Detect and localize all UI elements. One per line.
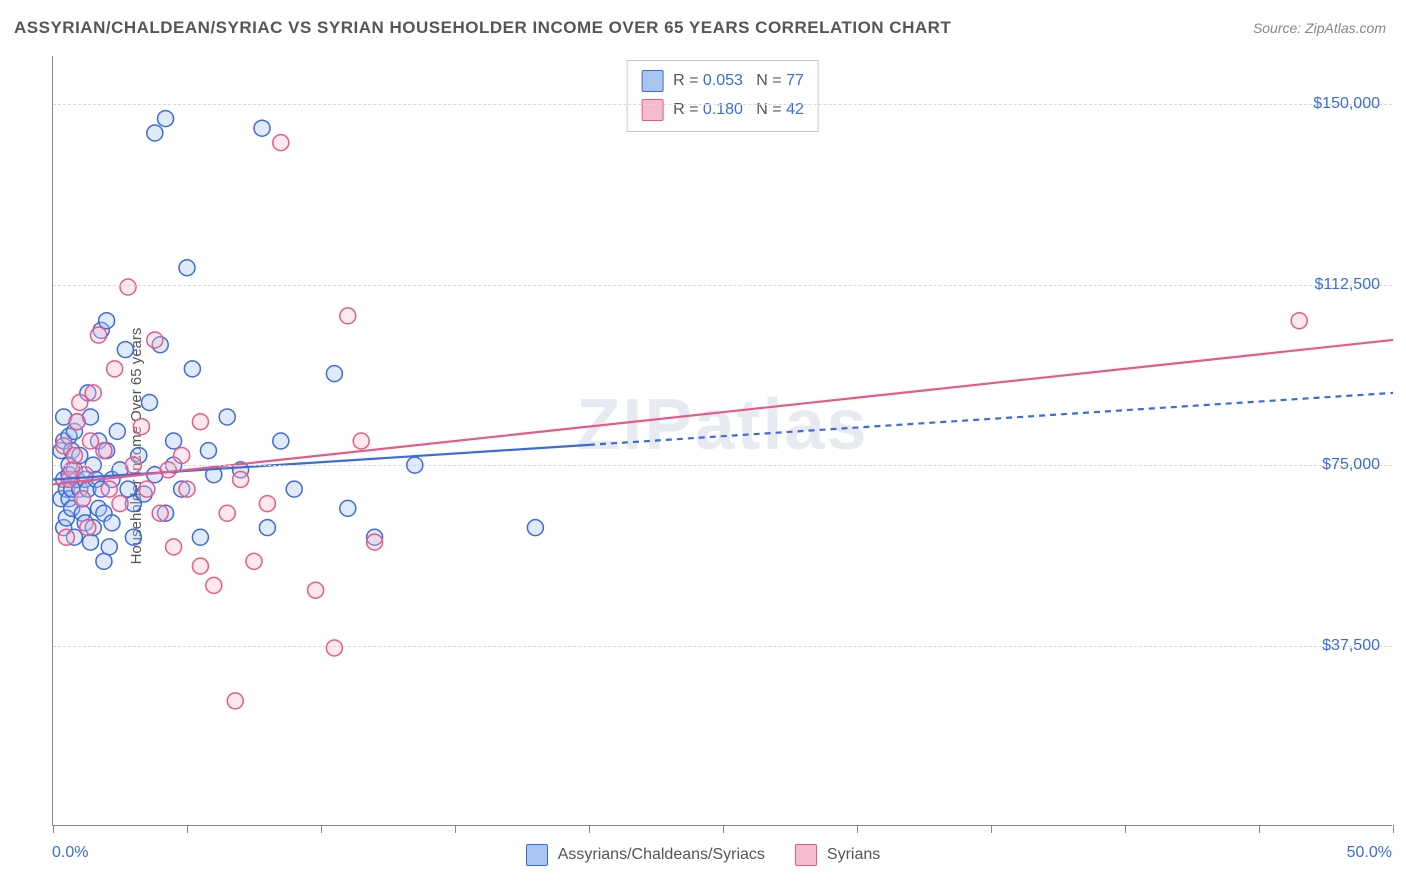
scatter-point: [80, 520, 96, 536]
scatter-point: [527, 520, 543, 536]
x-tick: [1259, 825, 1260, 833]
y-tick-label: $37,500: [1322, 637, 1380, 655]
scatter-point: [219, 409, 235, 425]
scatter-point: [206, 577, 222, 593]
scatter-point: [107, 361, 123, 377]
x-tick: [1125, 825, 1126, 833]
scatter-point: [273, 433, 289, 449]
source-label: Source: ZipAtlas.com: [1253, 20, 1386, 36]
scatter-point: [120, 279, 136, 295]
scatter-point: [83, 534, 99, 550]
scatter-point: [254, 120, 270, 136]
scatter-point: [246, 553, 262, 569]
scatter-point: [353, 433, 369, 449]
plot-svg: [53, 56, 1392, 825]
gridline: [53, 104, 1392, 105]
gridline: [53, 646, 1392, 647]
scatter-point: [85, 385, 101, 401]
scatter-point: [273, 135, 289, 151]
x-tick: [857, 825, 858, 833]
legend-series-label: Syrians: [827, 846, 880, 864]
scatter-point: [139, 481, 155, 497]
scatter-point: [1291, 313, 1307, 329]
scatter-point: [104, 515, 120, 531]
trend-line-dashed: [589, 393, 1393, 445]
trend-line-solid: [53, 340, 1393, 484]
scatter-point: [66, 447, 82, 463]
x-tick: [1393, 825, 1394, 833]
scatter-point: [91, 327, 107, 343]
scatter-point: [174, 447, 190, 463]
legend-series: Assyrians/Chaldeans/Syriacs Syrians: [0, 844, 1406, 866]
scatter-point: [192, 558, 208, 574]
scatter-point: [158, 111, 174, 127]
y-tick-label: $150,000: [1313, 95, 1380, 113]
scatter-point: [96, 443, 112, 459]
scatter-point: [184, 361, 200, 377]
scatter-point: [96, 553, 112, 569]
legend-series-item: Assyrians/Chaldeans/Syriacs: [526, 844, 765, 866]
legend-swatch: [795, 844, 817, 866]
y-tick-label: $112,500: [1314, 276, 1380, 294]
x-tick: [321, 825, 322, 833]
scatter-point: [192, 529, 208, 545]
scatter-point: [74, 491, 90, 507]
scatter-point: [101, 481, 117, 497]
y-tick-label: $75,000: [1322, 456, 1380, 474]
gridline: [53, 285, 1392, 286]
scatter-point: [227, 693, 243, 709]
scatter-point: [192, 414, 208, 430]
gridline: [53, 465, 1392, 466]
scatter-point: [101, 539, 117, 555]
chart-container: ASSYRIAN/CHALDEAN/SYRIAC VS SYRIAN HOUSE…: [0, 0, 1406, 892]
scatter-point: [340, 308, 356, 324]
x-tick: [187, 825, 188, 833]
scatter-point: [141, 395, 157, 411]
scatter-point: [125, 529, 141, 545]
scatter-point: [286, 481, 302, 497]
scatter-point: [133, 419, 149, 435]
scatter-point: [166, 433, 182, 449]
scatter-point: [179, 260, 195, 276]
scatter-point: [259, 496, 275, 512]
legend-series-label: Assyrians/Chaldeans/Syriacs: [558, 846, 765, 864]
scatter-point: [99, 313, 115, 329]
x-tick: [991, 825, 992, 833]
scatter-point: [147, 332, 163, 348]
scatter-point: [179, 481, 195, 497]
scatter-point: [367, 534, 383, 550]
scatter-point: [340, 500, 356, 516]
scatter-point: [83, 433, 99, 449]
plot-area: ZIPatlas R = 0.053 N = 77R = 0.180 N = 4…: [52, 56, 1392, 826]
scatter-point: [233, 472, 249, 488]
chart-title: ASSYRIAN/CHALDEAN/SYRIAC VS SYRIAN HOUSE…: [14, 18, 951, 38]
scatter-point: [120, 481, 136, 497]
x-tick: [589, 825, 590, 833]
scatter-point: [326, 366, 342, 382]
legend-swatch: [526, 844, 548, 866]
scatter-point: [152, 505, 168, 521]
legend-series-item: Syrians: [795, 844, 880, 866]
scatter-point: [112, 496, 128, 512]
scatter-point: [117, 342, 133, 358]
scatter-point: [326, 640, 342, 656]
x-tick: [53, 825, 54, 833]
scatter-point: [147, 125, 163, 141]
scatter-point: [308, 582, 324, 598]
scatter-point: [109, 423, 125, 439]
scatter-point: [58, 529, 74, 545]
x-tick: [455, 825, 456, 833]
scatter-point: [259, 520, 275, 536]
scatter-point: [200, 443, 216, 459]
scatter-point: [219, 505, 235, 521]
scatter-point: [72, 395, 88, 411]
x-tick: [723, 825, 724, 833]
scatter-point: [166, 539, 182, 555]
scatter-point: [69, 414, 85, 430]
